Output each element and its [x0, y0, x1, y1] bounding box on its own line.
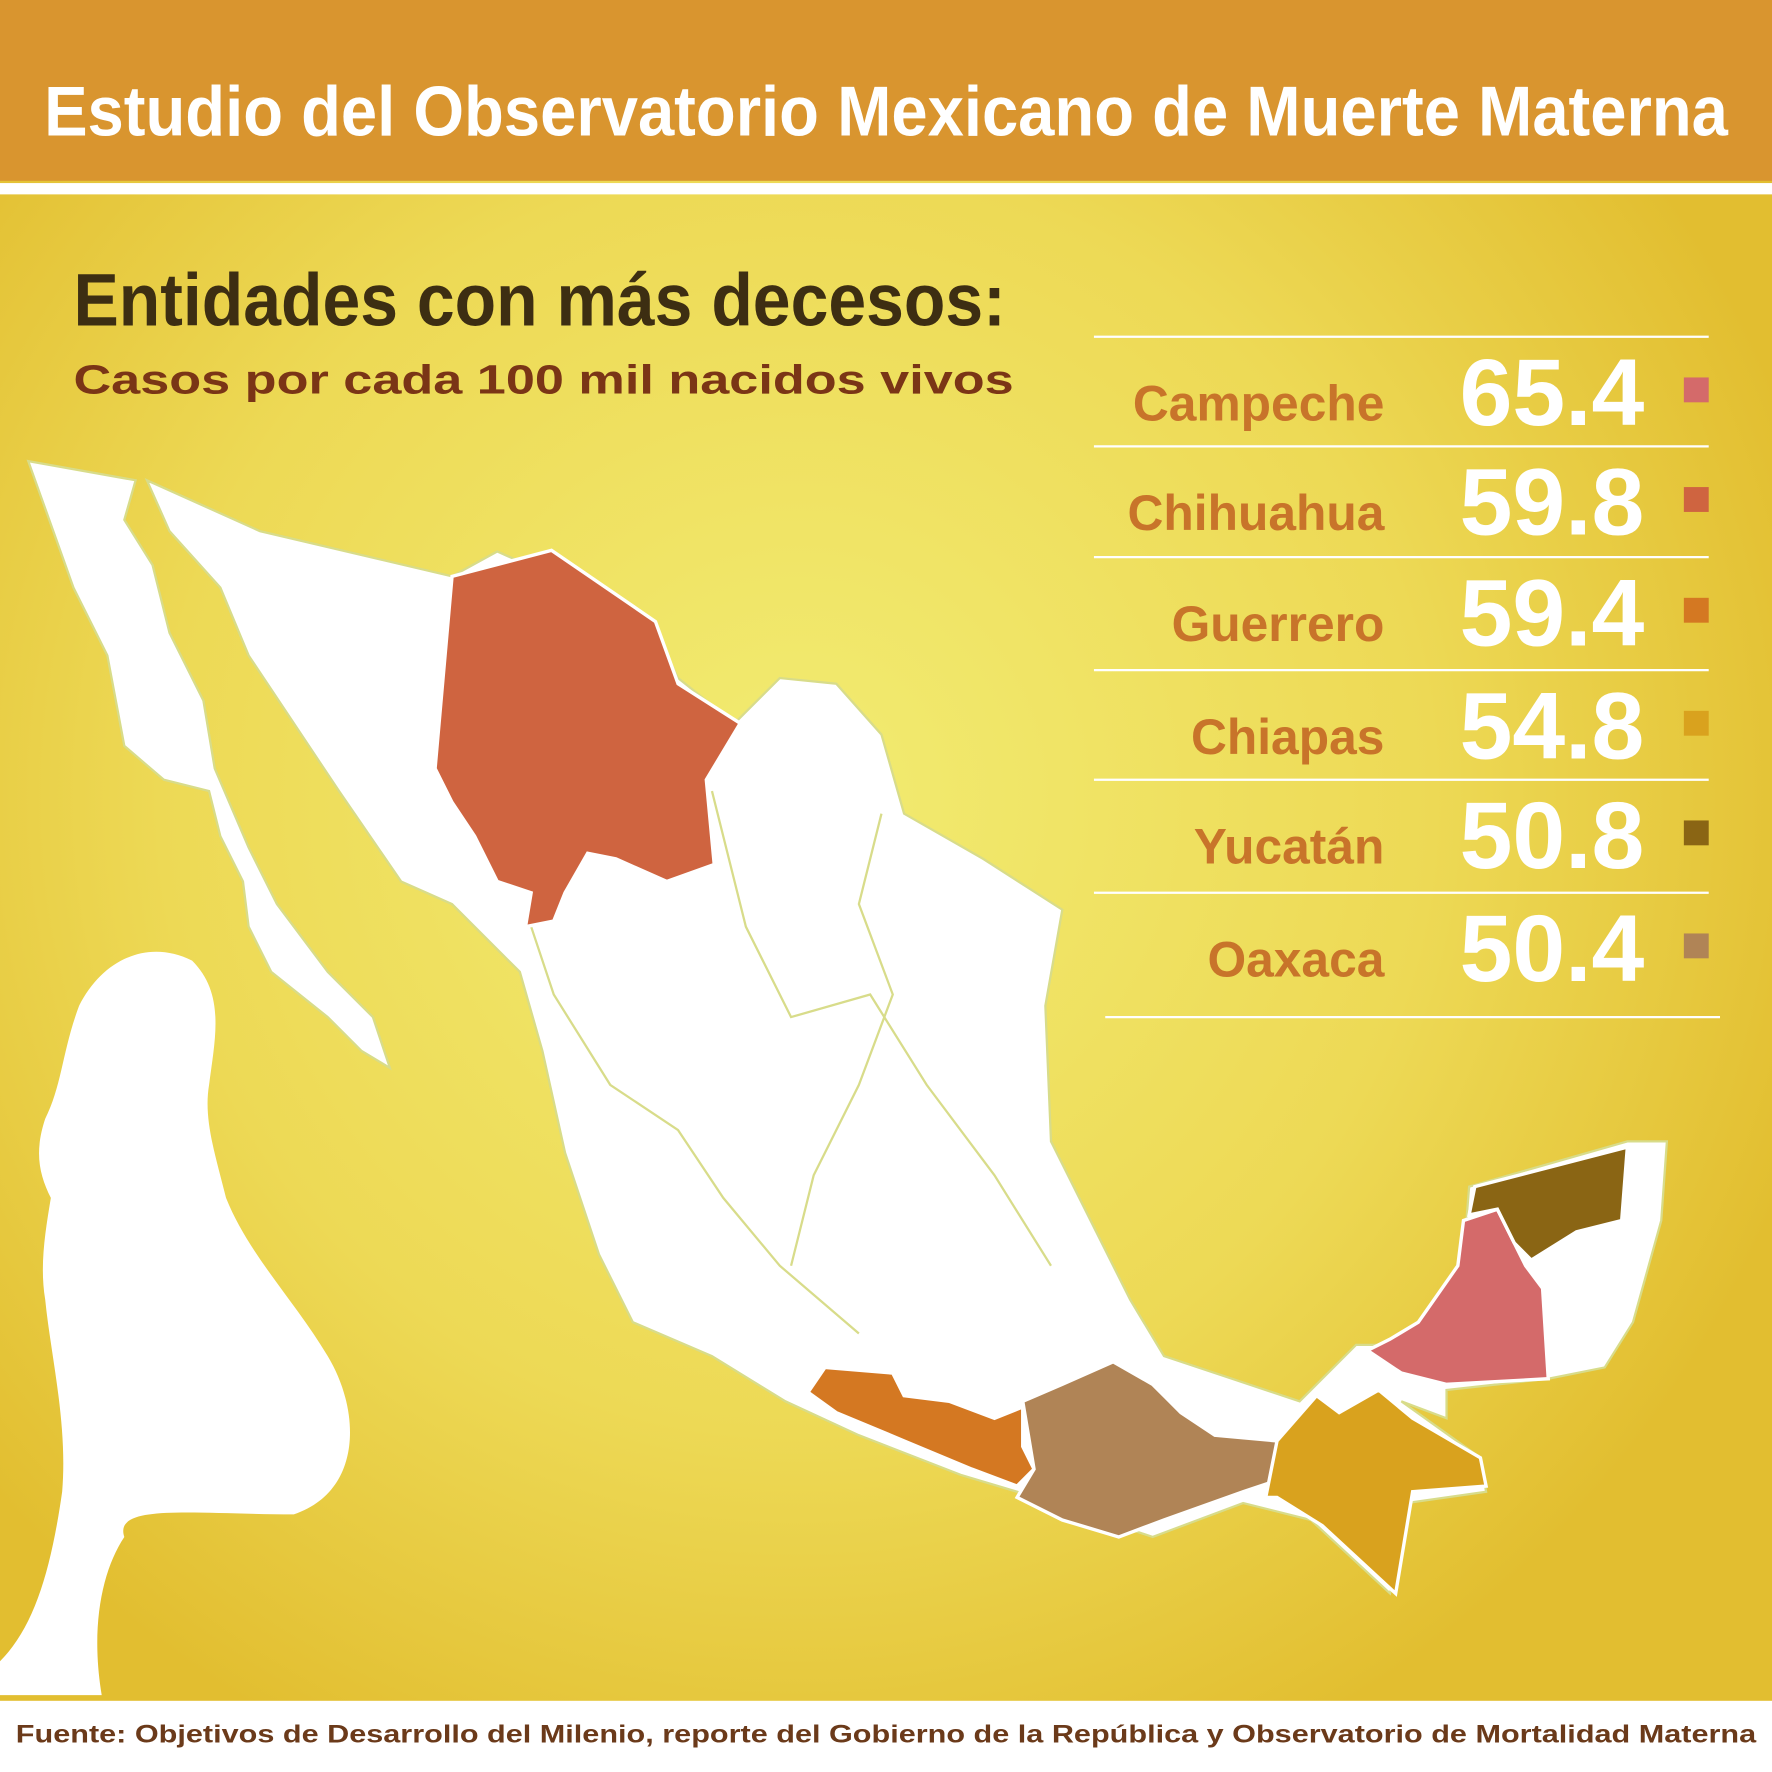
state-border — [710, 790, 1052, 1267]
header-rule — [0, 183, 1772, 195]
state-value: 65.4 — [1460, 340, 1645, 446]
state-name: Oaxaca — [1207, 931, 1384, 987]
state-name: Chiapas — [1191, 709, 1384, 765]
state-name: Chihuahua — [1128, 485, 1385, 541]
footer-bar — [0, 1700, 1772, 1772]
state-chihuahua — [433, 548, 743, 929]
state-value: 59.4 — [1460, 560, 1645, 666]
source: Fuente: Objetivos de Desarrollo del Mile… — [16, 1721, 1757, 1749]
highlighted-states — [433, 548, 1630, 1597]
state-yucatan — [1466, 1144, 1630, 1263]
state-value: 59.8 — [1460, 450, 1645, 556]
state-border — [789, 813, 894, 1266]
baja-california — [26, 459, 392, 1071]
silhouette — [0, 951, 350, 1696]
ranking-table: Campeche 65.4 Chihuahua 59.8 Guerrero 59.4 Chi… — [1093, 335, 1721, 1019]
heading: Entidades con más decesos: — [73, 257, 1005, 341]
state-name: Yucatán — [1194, 818, 1385, 874]
legend-swatch — [1683, 820, 1709, 846]
state-name: Guerrero — [1172, 596, 1385, 652]
header-bar — [0, 0, 1772, 181]
state-value: 50.4 — [1460, 896, 1645, 1002]
state-guerrero — [805, 1365, 1037, 1489]
state-name: Campeche — [1133, 375, 1384, 431]
subheading: Casos por cada 100 mil nacidos vivos — [73, 356, 1013, 402]
legend-swatch — [1683, 597, 1709, 623]
legend-swatch — [1683, 377, 1709, 403]
state-campeche — [1364, 1207, 1551, 1387]
title: Estudio del Observatorio Mexicano de Mue… — [44, 73, 1729, 151]
state-chiapas — [1263, 1387, 1489, 1597]
state-value: 50.8 — [1460, 783, 1645, 889]
legend-swatch — [1683, 487, 1709, 512]
legend-swatch — [1683, 933, 1709, 959]
map — [26, 459, 1669, 1597]
legend-swatch — [1683, 710, 1709, 736]
state-border — [530, 926, 860, 1335]
state-value: 54.8 — [1460, 673, 1645, 779]
